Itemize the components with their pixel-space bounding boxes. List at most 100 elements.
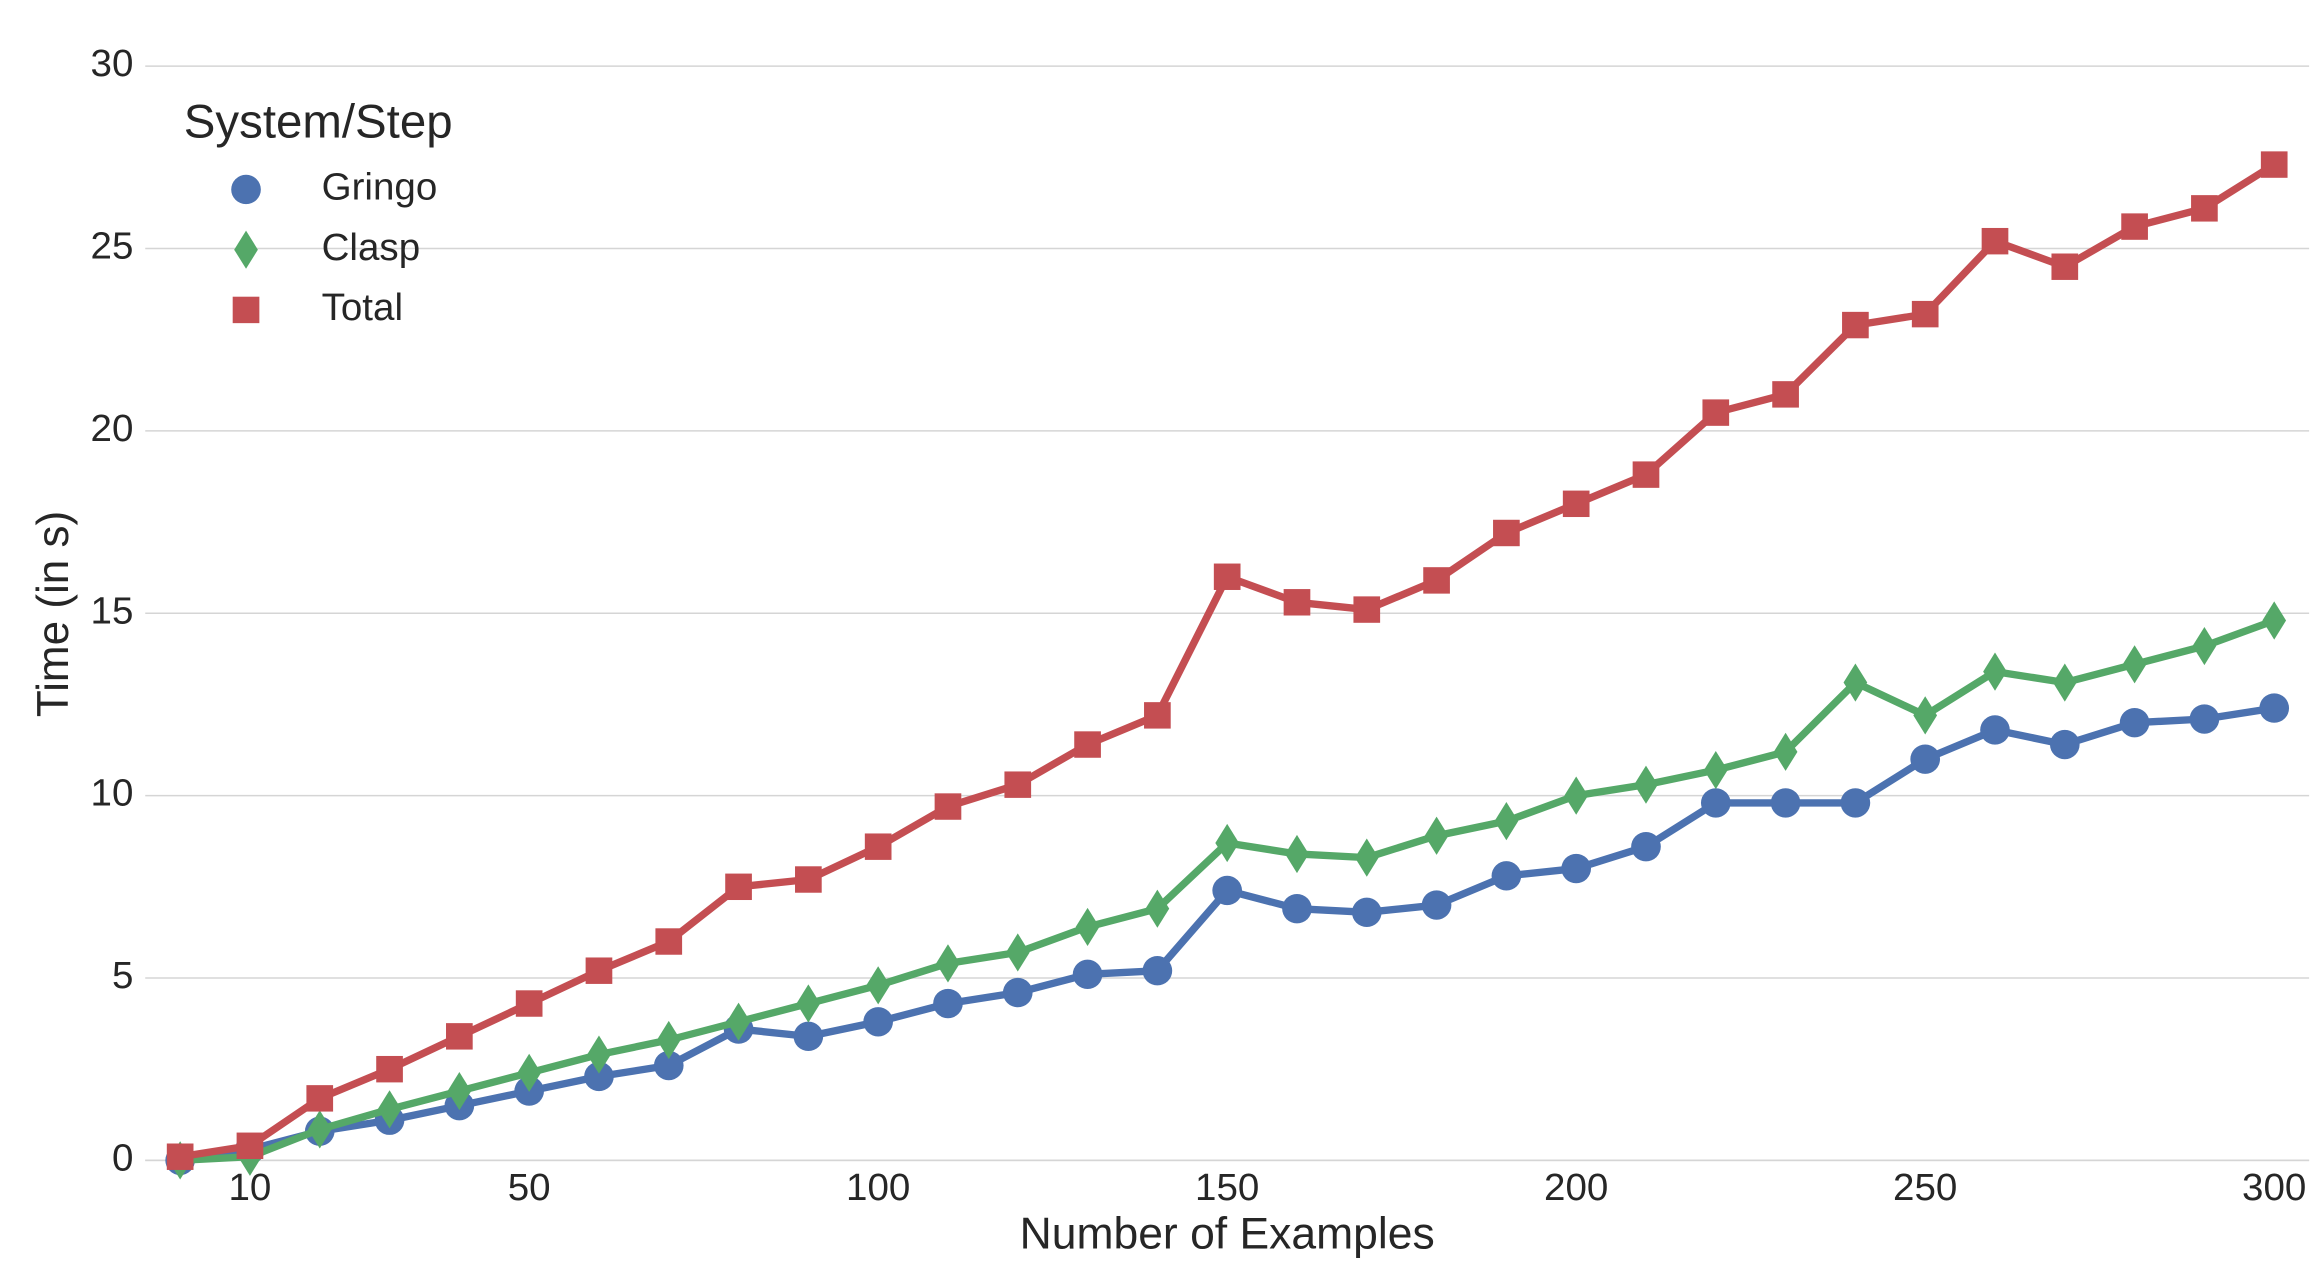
legend-label: Clasp bbox=[322, 226, 421, 269]
marker bbox=[1770, 788, 1801, 818]
marker bbox=[1911, 300, 1939, 328]
marker bbox=[864, 833, 892, 860]
marker bbox=[234, 230, 258, 269]
marker bbox=[1772, 381, 1799, 408]
marker bbox=[447, 1071, 472, 1111]
marker bbox=[2049, 729, 2080, 760]
marker bbox=[1980, 715, 2010, 745]
marker bbox=[236, 1132, 264, 1159]
marker bbox=[2189, 704, 2220, 734]
marker bbox=[725, 873, 752, 901]
marker bbox=[1215, 823, 1240, 863]
marker bbox=[446, 1023, 473, 1050]
marker bbox=[1144, 702, 1171, 729]
marker bbox=[1075, 907, 1100, 947]
y-tick-label: 10 bbox=[91, 772, 134, 815]
y-axis-label: Time (in s) bbox=[29, 511, 78, 717]
marker bbox=[2192, 626, 2217, 666]
marker bbox=[587, 1035, 611, 1074]
marker bbox=[1983, 652, 2007, 691]
marker bbox=[2191, 195, 2218, 222]
marker bbox=[1424, 816, 1449, 855]
marker bbox=[1074, 731, 1101, 758]
x-tick-label: 100 bbox=[846, 1166, 910, 1209]
marker bbox=[2052, 663, 2077, 702]
marker bbox=[655, 928, 683, 955]
legend-label: Total bbox=[322, 286, 403, 329]
marker bbox=[1703, 750, 1728, 790]
marker bbox=[1561, 853, 1592, 884]
marker bbox=[1353, 596, 1381, 623]
marker bbox=[231, 174, 261, 205]
x-tick-label: 50 bbox=[508, 1166, 551, 1209]
marker bbox=[1702, 399, 1730, 426]
marker bbox=[1913, 696, 1938, 735]
marker bbox=[933, 988, 963, 1019]
marker bbox=[1212, 875, 1242, 906]
marker bbox=[1843, 663, 1868, 702]
y-tick-label: 0 bbox=[112, 1137, 133, 1180]
marker bbox=[1002, 977, 1033, 1008]
marker bbox=[585, 957, 613, 984]
marker bbox=[1351, 897, 1382, 928]
x-tick-label: 250 bbox=[1893, 1166, 1957, 1209]
marker bbox=[796, 984, 821, 1023]
marker bbox=[1282, 893, 1312, 924]
marker bbox=[232, 296, 260, 324]
marker bbox=[1285, 834, 1309, 874]
marker bbox=[1634, 765, 1658, 804]
marker bbox=[2051, 253, 2079, 280]
marker bbox=[1773, 732, 1798, 771]
marker bbox=[1840, 788, 1871, 818]
marker bbox=[2260, 151, 2288, 178]
legend-title: System/Step bbox=[184, 95, 453, 148]
marker bbox=[1631, 831, 1661, 862]
marker bbox=[1142, 956, 1173, 986]
marker bbox=[1354, 838, 1379, 877]
marker bbox=[2122, 645, 2147, 684]
marker bbox=[656, 1020, 681, 1060]
marker bbox=[726, 1002, 751, 1041]
y-tick-label: 20 bbox=[91, 407, 134, 450]
marker bbox=[306, 1085, 334, 1112]
marker bbox=[307, 1110, 332, 1149]
marker bbox=[584, 1061, 614, 1092]
marker bbox=[1910, 744, 1941, 774]
marker bbox=[515, 990, 543, 1017]
marker bbox=[1562, 490, 1590, 518]
marker bbox=[1423, 567, 1450, 594]
marker bbox=[2259, 693, 2290, 723]
marker bbox=[1072, 959, 1103, 990]
marker bbox=[1493, 519, 1520, 547]
marker bbox=[1213, 563, 1241, 590]
y-tick-label: 30 bbox=[91, 42, 134, 85]
marker bbox=[2121, 213, 2148, 240]
series-line bbox=[179, 704, 2275, 1164]
marker bbox=[795, 866, 822, 893]
marker bbox=[1491, 861, 1522, 891]
marker bbox=[2262, 601, 2287, 640]
marker bbox=[1494, 802, 1519, 841]
x-tick-label: 300 bbox=[2242, 1166, 2306, 1209]
marker bbox=[866, 966, 891, 1005]
marker bbox=[1564, 776, 1589, 815]
marker bbox=[1632, 461, 1660, 488]
marker bbox=[166, 1143, 194, 1170]
marker bbox=[936, 944, 960, 983]
x-tick-label: 200 bbox=[1544, 1166, 1608, 1209]
marker bbox=[1145, 889, 1170, 928]
y-tick-label: 25 bbox=[91, 225, 134, 268]
legend-label: Gringo bbox=[322, 166, 438, 209]
marker bbox=[863, 1007, 893, 1037]
x-tick-label: 150 bbox=[1195, 1166, 1259, 1209]
series-line bbox=[179, 161, 2277, 1161]
marker bbox=[653, 1050, 684, 1081]
marker bbox=[1004, 771, 1032, 798]
marker bbox=[1005, 933, 1030, 972]
marker bbox=[377, 1090, 402, 1129]
y-tick-label: 5 bbox=[112, 954, 133, 997]
marker bbox=[934, 793, 962, 820]
marker bbox=[1981, 227, 2009, 255]
